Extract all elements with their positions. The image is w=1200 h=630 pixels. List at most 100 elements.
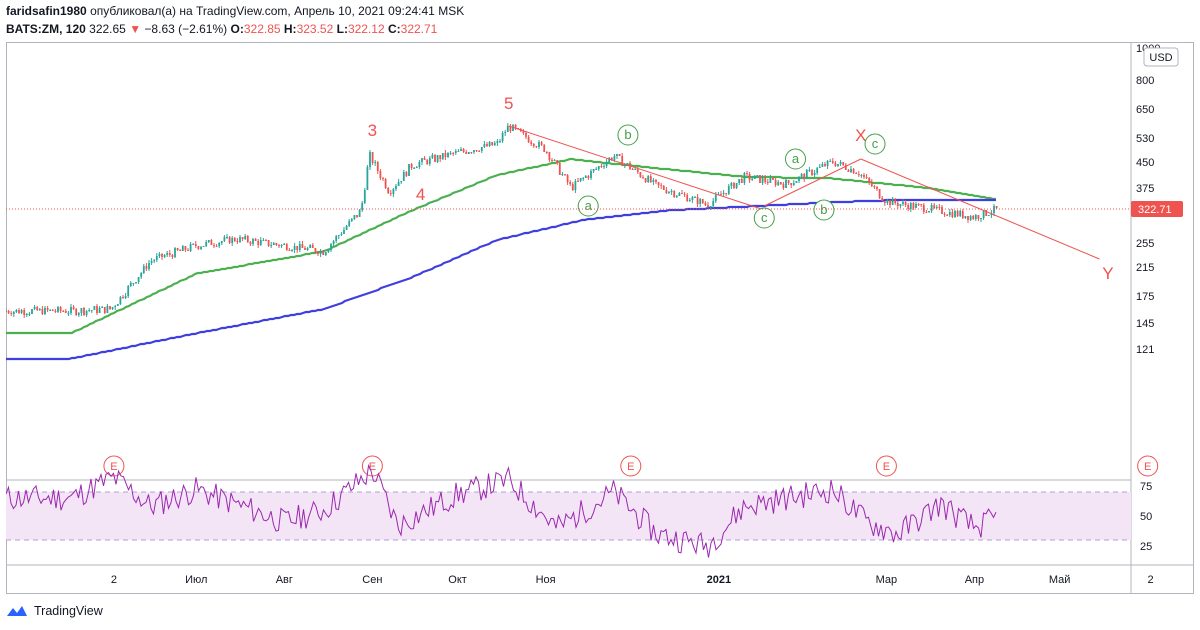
candle-body xyxy=(852,169,855,173)
candle-body xyxy=(93,306,96,310)
candle-body xyxy=(623,164,626,166)
candle-body xyxy=(436,155,439,162)
earnings-marker-label: E xyxy=(1144,461,1151,473)
earnings-marker[interactable] xyxy=(620,455,642,477)
candle-body xyxy=(483,144,486,147)
trendlines[interactable] xyxy=(508,125,1100,260)
wave-circle-green xyxy=(617,124,639,146)
candle-body xyxy=(636,169,639,172)
candle-body xyxy=(621,156,624,166)
high-value: 323.52 xyxy=(296,22,334,36)
candle-body xyxy=(795,181,798,183)
candle-body xyxy=(33,307,36,309)
wave-label-red: 5 xyxy=(504,94,513,113)
candle-body xyxy=(701,199,704,203)
candle-body xyxy=(740,179,743,183)
candle-body xyxy=(709,206,712,207)
candle-body xyxy=(283,244,286,245)
candle-body xyxy=(883,201,886,203)
candle-body xyxy=(538,142,540,147)
candle-body xyxy=(943,214,946,215)
candle-body xyxy=(311,245,314,248)
candle-body xyxy=(813,173,816,175)
candle-body xyxy=(655,180,657,182)
candle-body xyxy=(683,194,686,195)
candle-body xyxy=(197,246,200,249)
candle-body xyxy=(530,142,533,144)
candle-body xyxy=(215,246,218,247)
candle-body xyxy=(821,164,824,167)
candle-body xyxy=(493,143,496,145)
wave-label-green: c xyxy=(761,210,768,225)
trendline[interactable] xyxy=(764,158,862,207)
candle-body xyxy=(119,297,122,304)
candle-body xyxy=(592,169,595,171)
candle-body xyxy=(733,183,735,188)
candle-body xyxy=(361,203,364,210)
candle-body xyxy=(298,244,301,250)
candle-body xyxy=(605,162,608,166)
candle-body xyxy=(168,253,171,255)
candle-body xyxy=(54,311,57,312)
candle-body xyxy=(423,158,426,160)
low-value: 322.12 xyxy=(347,22,385,36)
candle-body xyxy=(946,215,949,216)
trendline[interactable] xyxy=(508,125,765,211)
candle-body xyxy=(309,245,312,248)
wave-label-red: X xyxy=(855,126,866,145)
candle-body xyxy=(514,125,517,128)
candle-body xyxy=(977,215,980,219)
tradingview-logo-icon xyxy=(7,606,27,616)
candle-body xyxy=(865,177,868,178)
candle-body xyxy=(699,199,702,204)
candle-body xyxy=(556,160,559,163)
candle-body xyxy=(228,237,231,243)
candle-body xyxy=(31,309,33,314)
candle-body xyxy=(816,168,819,173)
candle-body xyxy=(525,133,527,137)
tradingview-footer[interactable]: TradingView xyxy=(6,601,103,621)
candle-body xyxy=(137,277,140,282)
candle-body xyxy=(135,282,137,283)
candle-body xyxy=(415,167,418,168)
candle-body xyxy=(252,239,254,244)
candle-body xyxy=(314,248,317,252)
candle-body xyxy=(787,180,790,183)
earnings-marker[interactable] xyxy=(1137,455,1159,477)
time-axis[interactable]: 2ИюлАвгСенОктНоя2021МарАпрМай2Июл xyxy=(111,574,1194,586)
candle-body xyxy=(85,311,88,315)
candle-body xyxy=(132,283,135,284)
author-name[interactable]: faridsafin1980 xyxy=(6,4,87,18)
time-tick-label: 2 xyxy=(1147,574,1153,586)
candle-body xyxy=(363,190,366,203)
candle-body xyxy=(972,216,975,219)
candle-body xyxy=(301,244,304,248)
candle-body xyxy=(460,149,462,151)
candle-body xyxy=(748,174,751,180)
publish-info: faridsafin1980 опубликовал(а) на Trading… xyxy=(6,4,464,18)
earnings-marker-label: E xyxy=(110,461,117,473)
currency-badge[interactable]: USD xyxy=(1143,47,1179,67)
candle-body xyxy=(288,250,291,251)
candle-body xyxy=(995,206,998,208)
wave-circle-green xyxy=(577,195,599,217)
candle-body xyxy=(980,218,982,219)
candle-body xyxy=(441,153,444,159)
candle-body xyxy=(20,310,23,313)
candle-body xyxy=(322,251,325,255)
time-tick-label: Ноя xyxy=(536,574,556,586)
candle-body xyxy=(218,243,221,246)
candle-body xyxy=(582,178,585,179)
high-label: H: xyxy=(283,22,297,36)
candle-body xyxy=(67,313,70,314)
candle-body xyxy=(57,307,59,312)
candle-body xyxy=(930,205,933,211)
earnings-marker[interactable] xyxy=(875,455,897,477)
candle-body xyxy=(205,242,208,246)
candle-body xyxy=(356,215,358,217)
candle-body xyxy=(904,202,907,205)
candle-body xyxy=(579,178,582,181)
trendline[interactable] xyxy=(860,158,1100,260)
